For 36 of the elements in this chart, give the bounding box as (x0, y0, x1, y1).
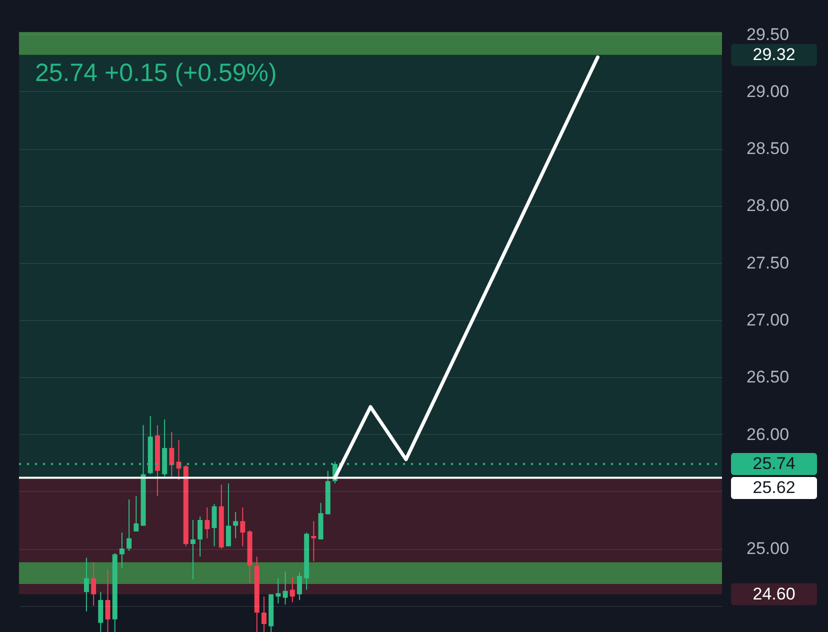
y-tick-label: 28.00 (746, 196, 790, 216)
text: 25.74 +0.15 (+0.59%) (35, 59, 277, 87)
candlestick (198, 516, 203, 558)
candlestick (91, 562, 96, 606)
candlestick (169, 432, 174, 480)
y-tick-label: 27.00 (746, 310, 790, 330)
candlestick (105, 568, 110, 632)
candlestick (261, 596, 266, 632)
candlestick (84, 557, 89, 612)
candlestick (176, 440, 182, 480)
y-tick-label: 26.50 (746, 368, 790, 387)
band-label: 29.32 (752, 44, 796, 64)
ref-line-label: 25.74 (752, 454, 796, 473)
candlestick (311, 520, 316, 562)
candlestick (276, 578, 281, 604)
candlestick (282, 570, 288, 606)
candlestick (296, 572, 302, 600)
candlestick (204, 506, 210, 539)
candlestick (98, 592, 104, 632)
candlestick (126, 498, 132, 552)
candlestick (240, 506, 246, 547)
candlestick (233, 512, 238, 539)
candlestick (212, 504, 217, 547)
y-tick-label: 29.00 (746, 82, 790, 101)
candlestick (119, 532, 124, 568)
ref-line-label: 25.62 (752, 478, 796, 497)
candlestick (134, 496, 139, 532)
y-tick-label: 26.00 (746, 424, 790, 444)
y-tick-label: 27.50 (746, 253, 790, 272)
y-tick-label: 25.00 (746, 539, 790, 558)
candlestick (226, 482, 231, 547)
band-label: 24.60 (752, 584, 796, 604)
y-tick-label: 29.50 (746, 24, 790, 44)
candlestick (290, 576, 295, 603)
y-tick-label: 28.50 (746, 139, 790, 158)
candlestick (190, 520, 196, 580)
